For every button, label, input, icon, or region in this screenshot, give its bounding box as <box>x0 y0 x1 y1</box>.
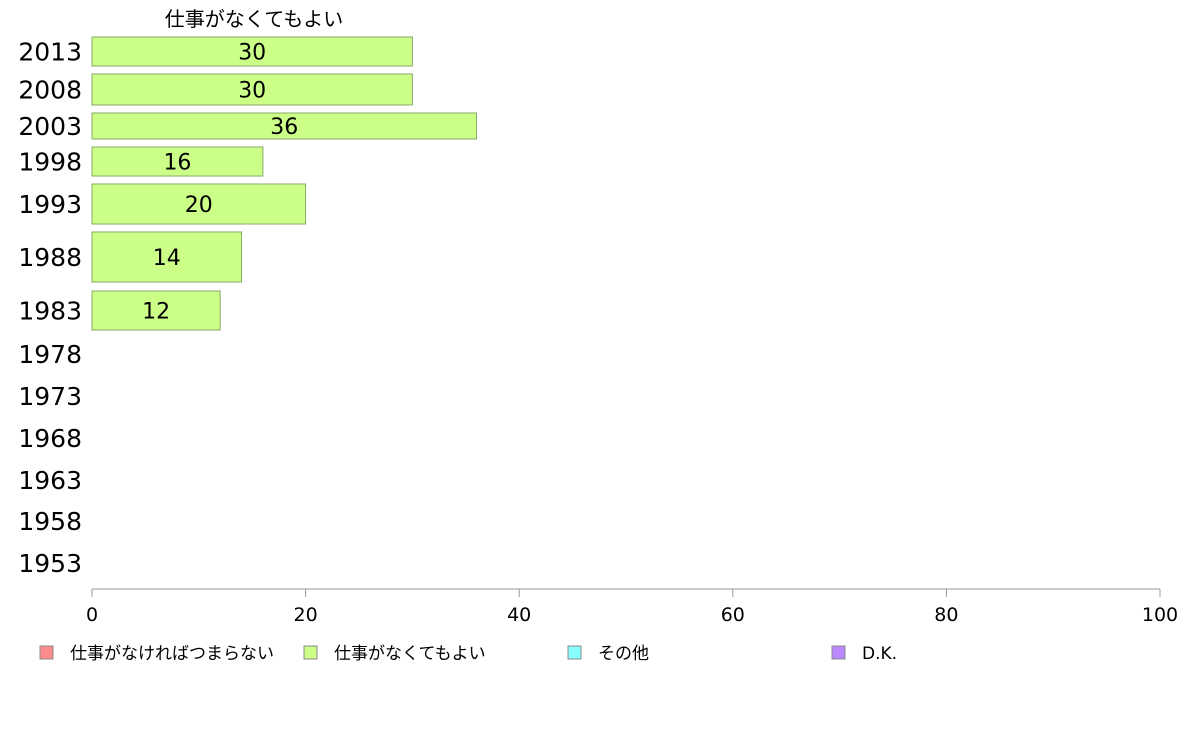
x-tick-label-60: 60 <box>721 604 745 626</box>
year-label-1978: 1978 <box>18 340 82 369</box>
bar-2008 <box>91 73 413 106</box>
year-label-2013: 2013 <box>18 38 82 67</box>
year-label-1973: 1973 <box>18 382 82 411</box>
year-label-1953: 1953 <box>18 549 82 578</box>
year-label-1958: 1958 <box>18 507 82 536</box>
year-label-1963: 1963 <box>18 466 82 495</box>
x-axis: 0 20 40 60 80 100 <box>86 588 1178 626</box>
legend: 仕事がなければつまらない 仕事がなくてもよい その他 D.K. <box>39 644 897 664</box>
x-tick-label-0: 0 <box>86 604 98 626</box>
year-label-1968: 1968 <box>18 424 82 453</box>
bar-1993 <box>91 183 307 225</box>
year-axis-labels: 2013 2008 2003 1998 1993 1988 1983 1978 1973 1968… <box>18 38 82 579</box>
x-ticks: 0 20 40 60 80 100 <box>86 589 1178 626</box>
bar-2003 <box>91 112 477 140</box>
year-label-1998: 1998 <box>18 148 82 177</box>
bar-value-label-1983: 12 <box>142 300 170 325</box>
bar-2013 <box>91 36 413 67</box>
shown-series-title: 仕事がなくてもよい <box>165 7 343 31</box>
year-label-1988: 1988 <box>18 243 82 272</box>
x-tick-label-80: 80 <box>934 604 958 626</box>
legend-label-1: 仕事がなければつまらない <box>70 644 274 664</box>
bar-1988 <box>91 231 243 283</box>
bar-1998 <box>91 146 264 177</box>
x-tick-label-20: 20 <box>294 604 318 626</box>
legend-label-4: D.K. <box>862 644 897 664</box>
year-label-1993: 1993 <box>18 190 82 219</box>
x-tick-label-100: 100 <box>1142 604 1178 626</box>
legend-swatch-4 <box>831 645 846 660</box>
legend-label-3: その他 <box>598 644 649 664</box>
year-label-2008: 2008 <box>18 76 82 105</box>
legend-label-2: 仕事がなくてもよい <box>334 644 486 664</box>
bar-value-label-2013: 30 <box>238 41 266 66</box>
year-label-1983: 1983 <box>18 297 82 326</box>
x-tick-label-40: 40 <box>507 604 531 626</box>
bar-value-label-2008: 30 <box>238 79 266 104</box>
legend-swatch-1 <box>39 645 54 660</box>
year-label-2003: 2003 <box>18 112 82 141</box>
legend-swatch-3 <box>567 645 582 660</box>
bar-value-label-1988: 14 <box>153 246 181 271</box>
bar-1983 <box>91 290 221 331</box>
bar-value-label-1998: 16 <box>163 151 191 176</box>
legend-swatch-2 <box>303 645 318 660</box>
bar-value-label-2003: 36 <box>270 115 298 140</box>
bar-value-label-1993: 20 <box>185 193 213 218</box>
